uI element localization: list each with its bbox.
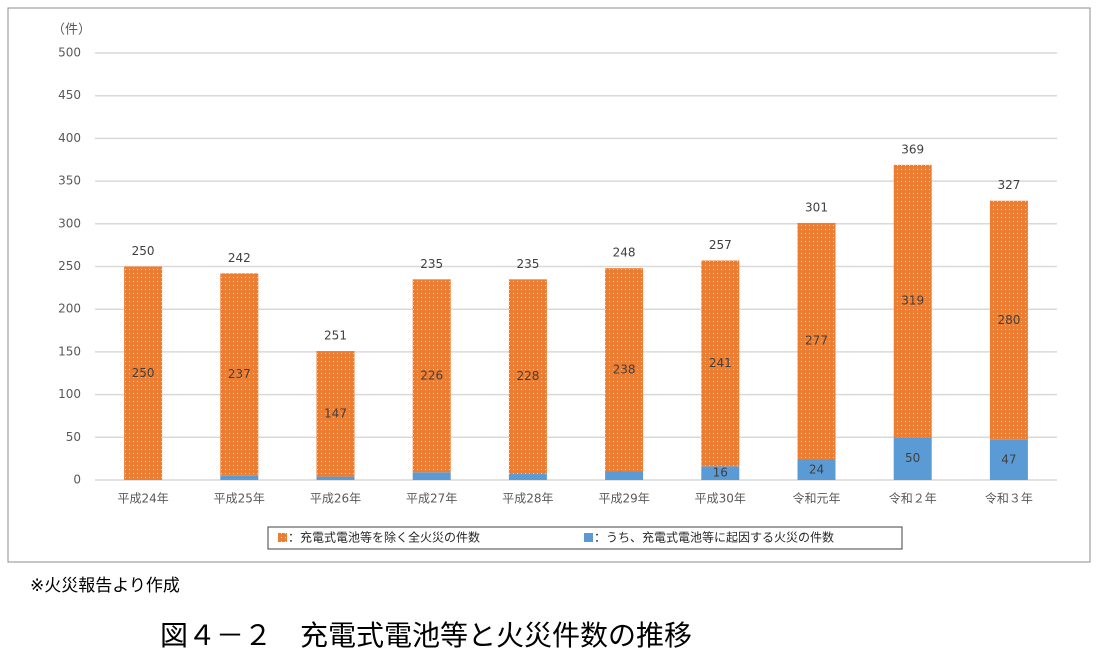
y-tick-label: 350 [58, 174, 81, 188]
bar-segment [605, 471, 644, 480]
y-tick-label: 400 [58, 131, 81, 145]
bar-segment [316, 351, 355, 477]
x-tick-label: 平成26年 [310, 492, 361, 506]
total-label: 369 [901, 142, 924, 156]
bar-segment [220, 475, 259, 480]
legend-swatch [278, 533, 287, 542]
bar-segment [124, 266, 163, 480]
x-tick-label: 令和元年 [792, 491, 840, 506]
segment-label: 238 [613, 362, 636, 376]
total-label: 235 [420, 257, 443, 271]
y-tick-label: 50 [66, 430, 81, 444]
total-label: 327 [997, 178, 1020, 192]
x-tick-label: 平成25年 [214, 492, 265, 506]
x-tick-label: 令和３年 [985, 491, 1033, 506]
total-label: 301 [805, 200, 828, 214]
bar-segment [893, 437, 932, 480]
y-axis-label: （件） [52, 23, 91, 38]
y-tick-label: 100 [58, 387, 81, 401]
y-tick-label: 200 [58, 302, 81, 316]
segment-label: 277 [805, 334, 828, 348]
segment-label: 241 [709, 356, 732, 370]
total-label: 242 [228, 251, 251, 265]
bar-segment [797, 222, 836, 460]
footnote: ※火災報告より作成 [30, 576, 180, 596]
total-label: 250 [132, 244, 155, 258]
y-tick-label: 450 [58, 88, 81, 102]
total-label: 235 [516, 257, 539, 271]
legend-label: ：充電式電池等を除く全火災の件数 [288, 530, 480, 545]
legend-label: ：うち、充電式電池等に起因する火災の件数 [594, 530, 834, 545]
segment-label: 280 [997, 313, 1020, 327]
bar-segment [508, 474, 547, 480]
x-tick-label: 平成30年 [695, 492, 746, 506]
segment-label: 319 [901, 294, 924, 308]
bar-segment [605, 268, 644, 472]
x-tick-label: 平成29年 [598, 492, 649, 506]
bar-segment [989, 200, 1028, 440]
total-label: 251 [324, 329, 347, 343]
legend-swatch [584, 533, 593, 542]
x-tick-label: 平成24年 [117, 492, 168, 506]
segment-label: 24 [809, 462, 824, 476]
bar-segment [797, 459, 836, 480]
total-label: 257 [709, 238, 732, 252]
x-tick-label: 平成27年 [406, 492, 457, 506]
caption: 図４－２ 充電式電池等と火災件数の推移 [160, 619, 692, 652]
y-tick-label: 150 [58, 344, 81, 358]
bar-segment [701, 260, 740, 467]
x-tick-label: 令和２年 [889, 491, 937, 506]
segment-label: 50 [905, 451, 920, 465]
segment-label: 16 [713, 466, 728, 480]
segment-label: 226 [420, 368, 443, 382]
bar-segment [508, 279, 547, 475]
bar-segment [412, 279, 451, 473]
segment-label: 147 [324, 406, 347, 420]
y-tick-label: 250 [58, 259, 81, 273]
total-label: 248 [613, 246, 636, 260]
y-tick-label: 500 [58, 46, 81, 60]
bar-segment [412, 472, 451, 480]
bar-segment [220, 273, 259, 476]
segment-label: 237 [228, 367, 251, 381]
bar-segment [701, 466, 740, 480]
bar-segment [893, 164, 932, 438]
bar-segment [316, 476, 355, 480]
segment-label: 47 [1001, 452, 1016, 466]
y-tick-label: 0 [73, 473, 81, 487]
segment-label: 250 [132, 366, 155, 380]
y-tick-label: 300 [58, 216, 81, 230]
bar-segment [989, 439, 1028, 480]
segment-label: 228 [516, 369, 539, 383]
x-tick-label: 平成28年 [502, 492, 553, 506]
